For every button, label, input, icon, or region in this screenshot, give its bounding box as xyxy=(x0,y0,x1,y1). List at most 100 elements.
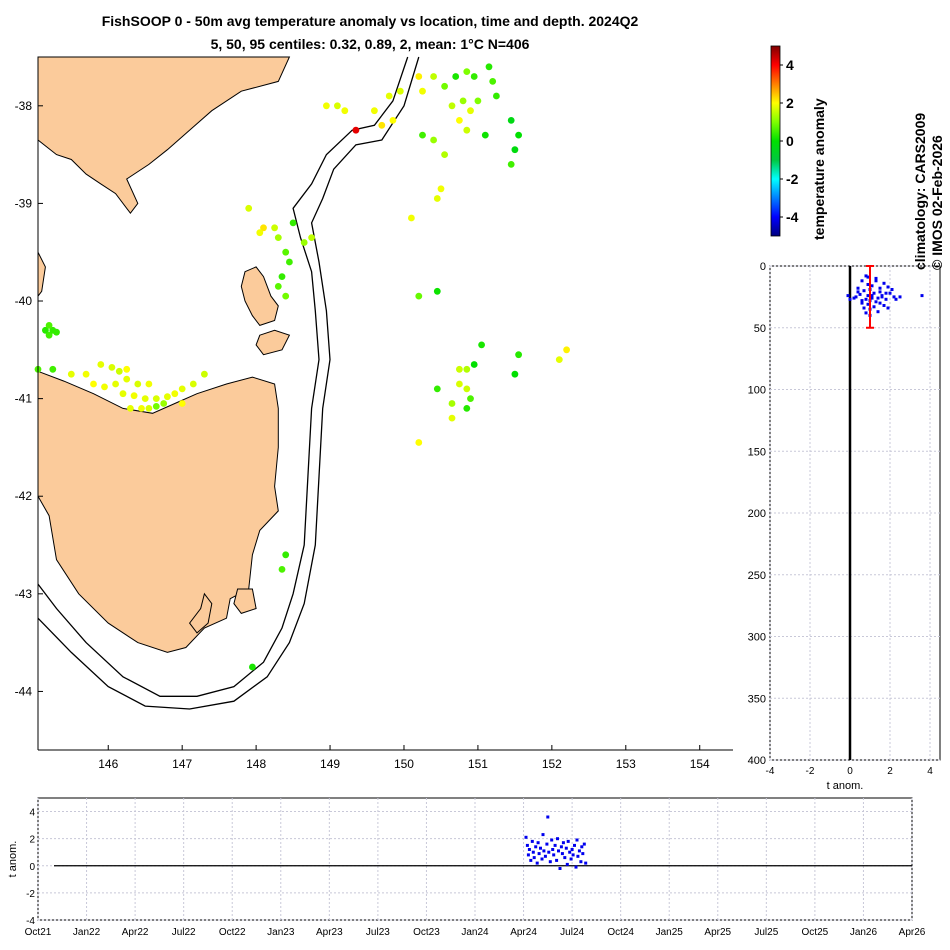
map-x-tick-label: 150 xyxy=(394,757,414,771)
climatology-label: climatology: CARS2009 xyxy=(912,112,928,270)
map-point xyxy=(67,370,75,378)
timeseries-x-tick-label: Jul24 xyxy=(560,927,584,938)
depth-point xyxy=(870,284,874,288)
map-point xyxy=(134,380,142,388)
depth-point xyxy=(870,294,874,298)
depth-point xyxy=(860,301,864,305)
depth-point xyxy=(880,295,884,299)
map-point xyxy=(45,322,53,329)
map-point xyxy=(489,78,497,85)
map-point xyxy=(152,403,160,410)
timeseries-point xyxy=(546,815,550,819)
timeseries-x-tick-label: Jan25 xyxy=(656,927,684,938)
depth-point xyxy=(894,297,898,301)
timeseries-point xyxy=(580,845,584,849)
map-point xyxy=(419,131,426,139)
timeseries-point xyxy=(540,857,544,861)
timeseries-point xyxy=(582,842,586,846)
depth-point xyxy=(866,294,870,298)
map-point xyxy=(474,97,482,105)
depth-x-tick-label: 2 xyxy=(887,766,893,777)
map-point xyxy=(515,131,522,139)
map-point xyxy=(456,365,463,373)
chart-title: FishSOOP 0 - 50m avg temperature anomaly… xyxy=(101,13,639,29)
timeseries-point xyxy=(575,838,579,842)
map-point xyxy=(415,73,423,80)
map-point xyxy=(123,375,131,383)
map-point xyxy=(452,73,460,80)
depth-y-tick-label: 200 xyxy=(748,508,766,520)
timeseries-point xyxy=(561,841,565,845)
map-point xyxy=(555,356,563,363)
map-point xyxy=(433,195,441,202)
map-y-tick-label: -38 xyxy=(15,99,33,113)
timeseries-y-tick-label: 0 xyxy=(29,862,35,873)
map-point xyxy=(289,219,297,227)
timeseries-point xyxy=(568,850,572,854)
depth-point xyxy=(854,295,858,299)
map-point xyxy=(260,224,267,232)
map-point xyxy=(493,92,500,100)
depth-y-tick-label: 300 xyxy=(748,632,766,644)
map-point xyxy=(389,117,397,124)
depth-point xyxy=(874,300,878,304)
depth-y-tick-label: 350 xyxy=(748,693,766,705)
map-point xyxy=(470,73,478,80)
colorbar xyxy=(770,45,781,237)
depth-point xyxy=(864,274,868,278)
map-point xyxy=(160,400,168,407)
map-point xyxy=(286,258,293,266)
flinders-island xyxy=(240,266,279,326)
timeseries-x-tick-label: Oct22 xyxy=(219,927,246,938)
depth-point xyxy=(888,291,892,295)
map-point xyxy=(511,370,519,378)
depth-point xyxy=(866,275,870,279)
bruny-island xyxy=(188,592,213,634)
depth-point xyxy=(884,297,888,301)
timeseries-point xyxy=(558,867,562,870)
tasman-peninsula xyxy=(233,588,257,614)
map-point xyxy=(130,392,138,400)
depth-point xyxy=(890,288,894,291)
map-point xyxy=(123,365,131,373)
depth-x-tick-label: -4 xyxy=(766,766,775,777)
timeseries-y-tick-label: 2 xyxy=(29,835,35,846)
depth-point xyxy=(846,294,850,298)
depth-point xyxy=(898,295,902,299)
map-point xyxy=(201,370,208,378)
timeseries-point xyxy=(573,843,576,847)
timeseries-point xyxy=(525,843,529,847)
timeseries-point xyxy=(571,853,575,857)
timeseries-point xyxy=(570,848,574,851)
depth-point xyxy=(878,286,882,290)
depth-point xyxy=(866,283,870,286)
depth-point xyxy=(848,297,852,301)
map-point xyxy=(441,82,448,90)
map-point xyxy=(274,234,282,242)
map-point xyxy=(456,117,463,124)
map-point xyxy=(108,364,116,371)
map-point xyxy=(507,161,515,168)
colorbar-label: temperature anomaly xyxy=(811,98,827,240)
depth-point xyxy=(920,294,924,298)
map-point xyxy=(385,92,393,100)
map-point xyxy=(164,393,171,401)
map-point xyxy=(478,341,485,349)
map-point xyxy=(467,395,474,402)
map-point xyxy=(145,380,153,388)
timeseries-x-tick-label: Jan22 xyxy=(73,927,101,938)
timeseries-x-tick-label: Jan26 xyxy=(850,927,878,938)
depth-point xyxy=(872,305,876,309)
depth-point xyxy=(860,299,864,303)
map-point xyxy=(408,214,415,222)
map-point xyxy=(470,361,478,368)
timeseries-y-tick-label: -4 xyxy=(26,916,35,927)
depth-point xyxy=(878,290,882,294)
timeseries-x-tick-label: Apr25 xyxy=(704,927,731,938)
depth-y-tick-label: 100 xyxy=(748,385,766,397)
map-point xyxy=(300,239,308,246)
map-point xyxy=(171,390,179,398)
timeseries-point xyxy=(556,837,559,841)
map-point xyxy=(459,97,467,105)
